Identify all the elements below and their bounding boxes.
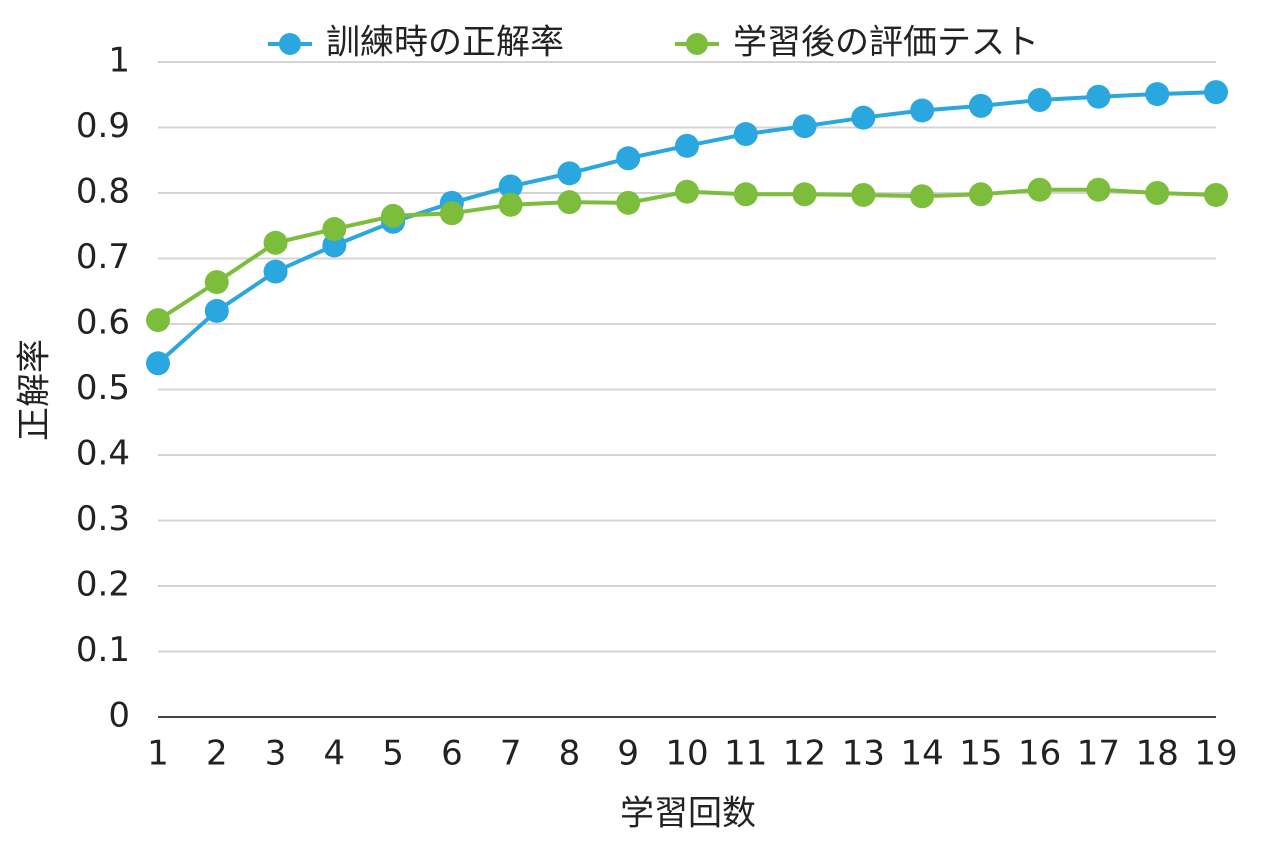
x-tick-label: 5 — [382, 734, 404, 774]
data-point — [498, 174, 523, 199]
data-point — [910, 98, 935, 123]
data-point — [733, 182, 758, 207]
x-tick-label: 2 — [206, 734, 228, 774]
data-point — [498, 192, 523, 217]
data-point — [1145, 181, 1170, 205]
legend-marker — [686, 33, 708, 55]
y-tick-label: 0.2 — [76, 565, 130, 605]
x-tick-label: 19 — [1194, 734, 1237, 774]
data-point — [616, 190, 641, 215]
y-tick-label: 0.7 — [76, 237, 130, 277]
data-point — [733, 122, 758, 147]
y-tick-label: 0.9 — [76, 106, 130, 146]
legend-label: 学習後の評価テスト — [733, 23, 1039, 63]
x-tick-label: 1 — [147, 734, 169, 774]
x-tick-label: 8 — [559, 734, 581, 774]
x-tick-label: 16 — [1018, 734, 1061, 774]
y-tick-label: 0.1 — [76, 630, 130, 670]
y-tick-label: 0 — [108, 696, 130, 736]
y-tick-label: 0.6 — [76, 303, 130, 343]
x-axis-label: 学習回数 — [620, 794, 756, 834]
data-point — [146, 308, 170, 333]
x-tick-label: 12 — [783, 734, 826, 774]
x-tick-label: 11 — [724, 734, 767, 774]
x-tick-label: 15 — [959, 734, 1002, 774]
y-tick-label: 1 — [108, 41, 130, 81]
y-axis-label: 正解率 — [15, 339, 55, 441]
x-tick-label: 10 — [665, 734, 708, 774]
legend-marker — [279, 33, 301, 55]
data-point — [851, 182, 876, 207]
data-point — [1204, 182, 1228, 207]
x-tick-label: 17 — [1077, 734, 1120, 774]
x-tick-label: 4 — [324, 734, 346, 774]
y-tick-label: 0.3 — [76, 499, 130, 539]
y-tick-label: 0.8 — [76, 172, 130, 212]
legend-label: 訓練時の正解率 — [326, 23, 564, 63]
x-tick-label: 9 — [617, 734, 639, 774]
series-line — [156, 90, 1217, 365]
data-point — [263, 259, 288, 284]
data-point — [616, 146, 641, 171]
data-point — [792, 114, 817, 139]
data-point — [557, 161, 582, 186]
x-tick-label: 13 — [842, 734, 885, 774]
data-point — [675, 179, 699, 204]
data-point — [675, 133, 699, 158]
data-point — [1027, 177, 1052, 202]
data-point — [557, 190, 582, 215]
y-tick-label: 0.4 — [76, 434, 130, 474]
data-point — [1086, 177, 1111, 202]
data-point — [146, 351, 170, 376]
x-tick-label: 6 — [441, 734, 463, 774]
y-tick-label: 0.5 — [76, 368, 130, 408]
data-point — [204, 270, 229, 295]
data-point — [1086, 84, 1111, 109]
data-point — [1204, 80, 1228, 105]
data-point — [792, 182, 817, 207]
data-point — [263, 230, 288, 255]
data-point — [439, 201, 464, 226]
data-point — [204, 298, 229, 323]
x-tick-label: 14 — [900, 734, 943, 774]
x-tick-label: 7 — [500, 734, 522, 774]
data-point — [968, 182, 993, 207]
data-point — [1145, 82, 1170, 107]
data-point — [968, 93, 993, 118]
x-tick-label: 18 — [1136, 734, 1179, 774]
data-point — [1027, 87, 1052, 112]
data-point — [851, 105, 876, 130]
data-point — [322, 217, 347, 242]
x-tick-label: 3 — [265, 734, 287, 774]
data-point — [910, 184, 935, 209]
data-point — [381, 203, 406, 228]
